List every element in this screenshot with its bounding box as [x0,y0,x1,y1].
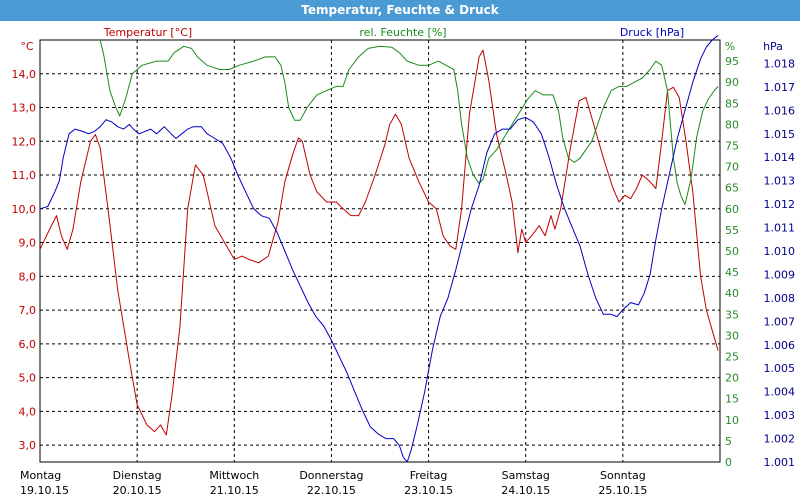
tick-label-day: Donnerstag [299,469,363,482]
tick-label-humidity: 30 [725,329,739,342]
unit-label-percent: % [725,40,735,53]
tick-label-day: Sonntag [600,469,646,482]
tick-label-temperature: 3,0 [19,439,37,452]
tick-label-humidity: 35 [725,308,739,321]
tick-label-humidity: 80 [725,118,739,131]
tick-label-pressure: 1.013 [764,175,796,188]
tick-label-humidity: 10 [725,414,739,427]
chart-lines [39,34,719,463]
tick-label-day: Mittwoch [209,469,259,482]
unit-label-hpa: hPa [763,40,783,53]
tick-label-day: Samstag [502,469,550,482]
tick-label-humidity: 5 [725,435,732,448]
tick-label-humidity: 75 [725,140,739,153]
tick-label-day: Freitag [410,469,448,482]
line-chart: Temperatur [°C] rel. Feuchte [%] Druck [… [0,21,800,500]
tick-label-date: 20.10.15 [113,484,162,497]
tick-label-pressure: 1.004 [764,386,796,399]
tick-label-pressure: 1.009 [764,268,796,281]
tick-label-day: Montag [20,469,61,482]
tick-label-humidity: 90 [725,76,739,89]
plot-frame [39,39,721,463]
x-axis-ticks: Montag 19.10.15 Dienstag 20.10.15 Mittwoch 21… [20,469,647,497]
tick-label-temperature: 14,0 [12,68,37,81]
tick-label-pressure: 1.011 [764,222,796,235]
tick-label-humidity: 15 [725,393,739,406]
tick-label-temperature: 12,0 [12,135,37,148]
tick-label-humidity: 40 [725,287,739,300]
tick-label-pressure: 1.018 [764,57,796,70]
tick-label-temperature: 8,0 [19,270,37,283]
legend-temperature: Temperatur [°C] [103,26,192,39]
tick-label-pressure: 1.001 [764,456,796,469]
tick-label-humidity: 25 [725,351,739,364]
tick-label-date: 23.10.15 [404,484,453,497]
chart-grid [40,40,720,462]
window-title: Temperatur, Feuchte & Druck [0,0,800,22]
tick-label-pressure: 1.017 [764,81,796,94]
tick-label-humidity: 50 [725,245,739,258]
tick-label-date: 22.10.15 [307,484,356,497]
tick-label-temperature: 7,0 [19,304,37,317]
tick-label-date: 21.10.15 [210,484,259,497]
tick-label-pressure: 1.006 [764,339,796,352]
temperature-line [39,49,719,436]
tick-label-humidity: 20 [725,372,739,385]
tick-label-date: 24.10.15 [501,484,550,497]
tick-label-temperature: 10,0 [12,203,37,216]
chart-background [0,21,800,500]
humidity-line [99,39,719,206]
tick-label-temperature: 6,0 [19,338,37,351]
tick-label-pressure: 1.005 [764,362,796,375]
tick-label-pressure: 1.010 [764,245,796,258]
tick-label-humidity: 70 [725,161,739,174]
unit-label-celsius: °C [20,40,34,53]
tick-label-pressure: 1.014 [764,151,796,164]
tick-label-humidity: 95 [725,55,739,68]
tick-label-humidity: 45 [725,266,739,279]
tick-label-humidity: 60 [725,203,739,216]
y-axis-humidity-ticks: 0 5 10 15 20 25 30 35 40 45 50 55 60 65 70 75 80 85 90 95 [725,55,739,469]
tick-label-pressure: 1.016 [764,104,796,117]
tick-label-date: 19.10.15 [20,484,69,497]
tick-label-humidity: 0 [725,456,732,469]
legend-humidity: rel. Feuchte [%] [359,26,446,39]
tick-label-temperature: 11,0 [12,169,37,182]
legend-pressure: Druck [hPa] [620,26,684,39]
tick-label-humidity: 55 [725,224,739,237]
tick-label-pressure: 1.008 [764,292,796,305]
tick-label-pressure: 1.012 [764,198,796,211]
tick-label-pressure: 1.003 [764,409,796,422]
y-axis-pressure-ticks: 1.001 1.002 1.003 1.004 1.005 1.006 1.007 1.008… [764,57,796,469]
tick-label-humidity: 65 [725,182,739,195]
y-axis-temperature-ticks: 3,0 4,0 5,0 6,0 7,0 8,0 9,0 10,0 11,0 12,0 13,0 14,… [12,68,37,452]
tick-label-temperature: 4,0 [19,405,37,418]
tick-label-date: 25.10.15 [598,484,647,497]
tick-label-temperature: 13,0 [12,102,37,115]
tick-label-day: Dienstag [113,469,162,482]
tick-label-pressure: 1.002 [764,433,796,446]
tick-label-pressure: 1.007 [764,315,796,328]
pressure-line [39,34,719,463]
tick-label-temperature: 5,0 [19,372,37,385]
tick-label-humidity: 85 [725,97,739,110]
tick-label-temperature: 9,0 [19,237,37,250]
tick-label-pressure: 1.015 [764,128,796,141]
